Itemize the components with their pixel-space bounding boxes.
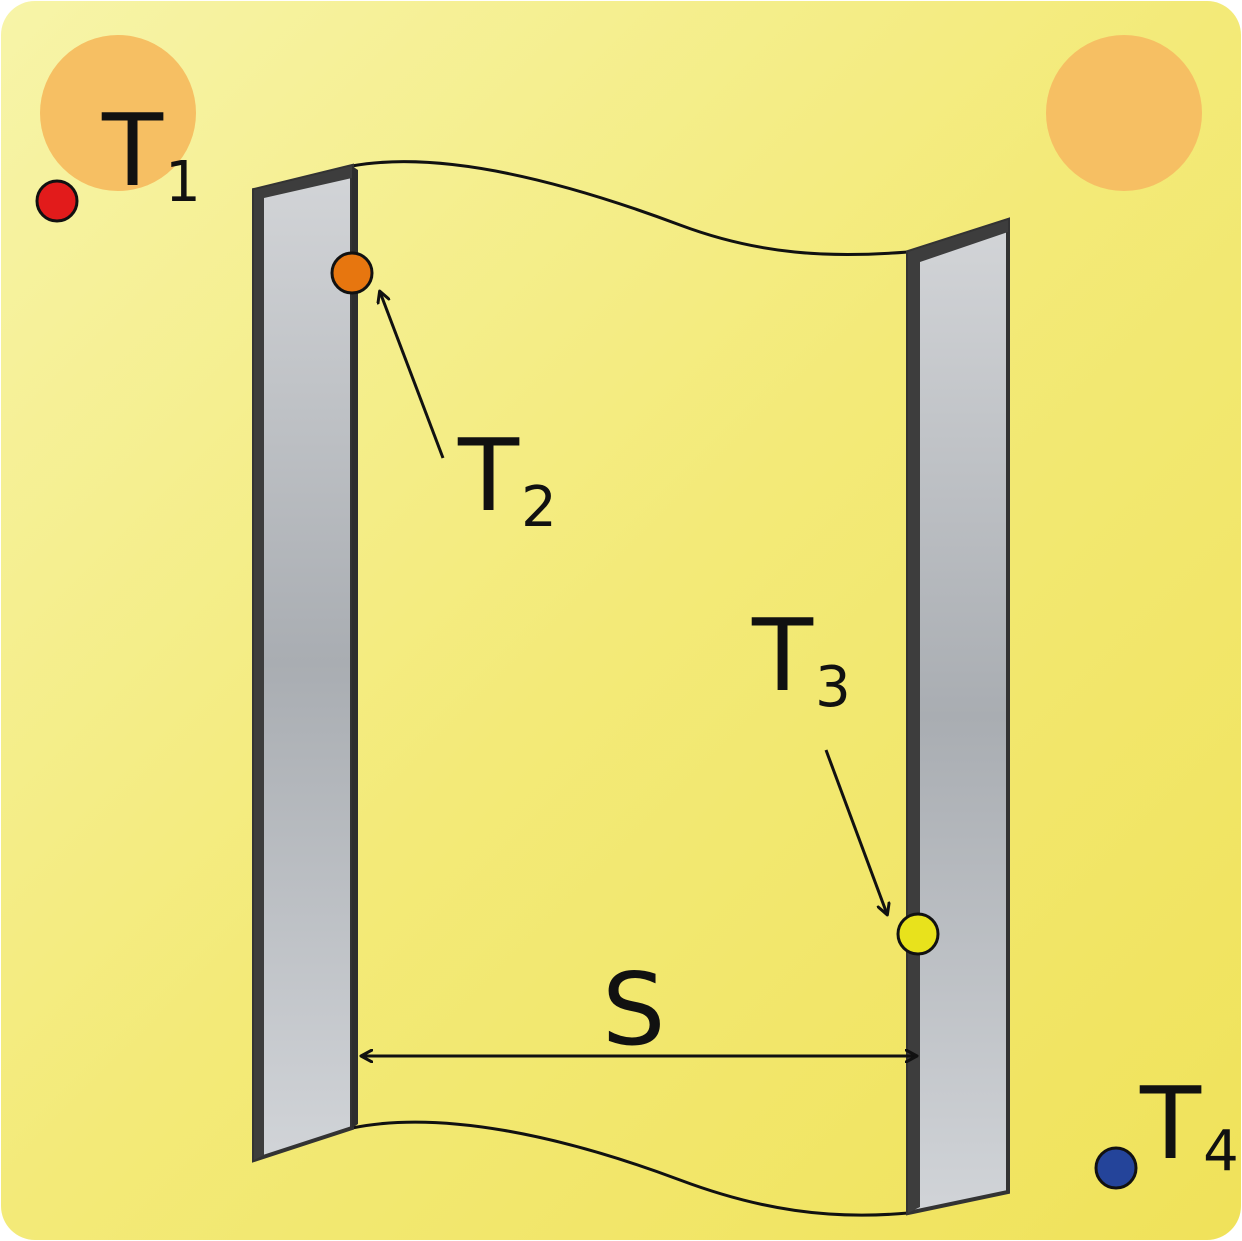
point-t3 bbox=[896, 912, 940, 956]
heat-source-left bbox=[40, 35, 196, 191]
label-gap-s: S bbox=[602, 951, 665, 1068]
point-t4 bbox=[1094, 1146, 1138, 1190]
arrow-t2 bbox=[380, 292, 445, 459]
arrow-t3 bbox=[824, 749, 887, 914]
point-t1 bbox=[35, 179, 79, 223]
label-t3: T3 bbox=[751, 597, 851, 720]
label-t4: T4 bbox=[1139, 1065, 1239, 1184]
label-t1: T1 bbox=[101, 92, 201, 215]
enclosure-top-boundary bbox=[351, 160, 909, 257]
heat-source-right bbox=[1046, 35, 1202, 191]
enclosure-bottom-boundary bbox=[351, 1120, 909, 1217]
right-plate bbox=[906, 217, 1010, 1216]
point-t2 bbox=[330, 251, 374, 295]
left-plate bbox=[252, 163, 358, 1163]
label-t2: T2 bbox=[457, 417, 557, 540]
